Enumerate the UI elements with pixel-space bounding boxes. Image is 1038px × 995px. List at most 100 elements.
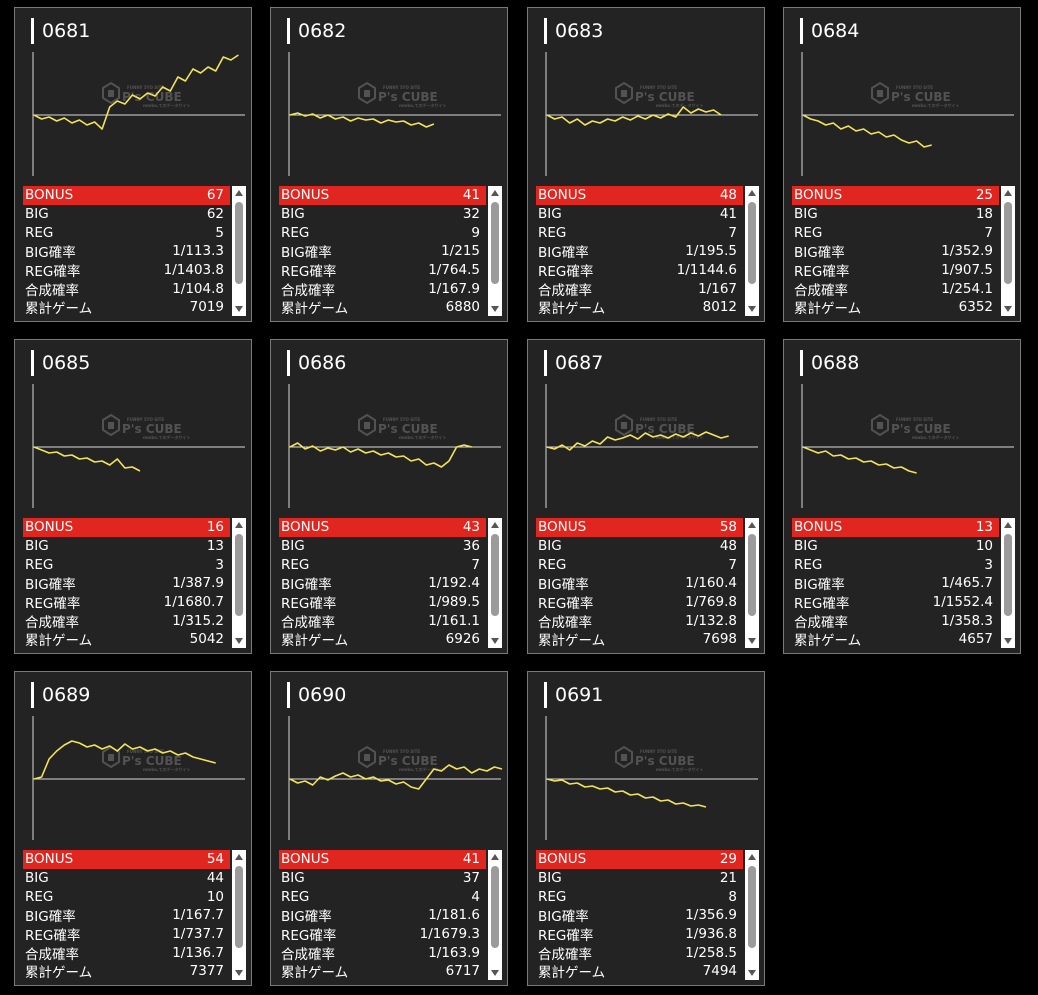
stat-value: 1/387.9 <box>172 575 224 592</box>
machine-card[interactable]: 0685 FUNNY 5TO SITE P's CUBE mmbo.てのデータサイト B… <box>14 339 252 654</box>
scroll-up-arrow-icon[interactable] <box>235 522 243 528</box>
stat-label: BIG <box>538 538 562 555</box>
scroll-down-arrow-icon[interactable] <box>235 638 243 644</box>
stat-label: REG <box>25 556 54 573</box>
total-rate-row: 合成確率 1/167.9 <box>279 279 486 299</box>
reg-row: REG 5 <box>23 223 230 242</box>
scroll-up-arrow-icon[interactable] <box>748 854 756 860</box>
scroll-thumb[interactable] <box>491 534 499 616</box>
scroll-down-arrow-icon[interactable] <box>748 970 756 976</box>
scroll-thumb[interactable] <box>235 866 243 948</box>
scroll-down-arrow-icon[interactable] <box>748 638 756 644</box>
scroll-thumb[interactable] <box>748 534 756 616</box>
stats-scrollbar[interactable] <box>1001 186 1015 316</box>
scroll-thumb[interactable] <box>235 534 243 616</box>
big-row: BIG 36 <box>279 537 486 556</box>
scroll-thumb[interactable] <box>748 866 756 948</box>
scroll-up-arrow-icon[interactable] <box>235 854 243 860</box>
stat-value: 1/167.7 <box>172 907 224 924</box>
logo-tagline: FUNNY 5TO SITE <box>127 417 164 422</box>
stats-scrollbar[interactable] <box>488 850 502 980</box>
slump-line <box>802 446 917 474</box>
stats-table: BONUS 16 BIG 13 REG 3 BIG確率 1/387.9 REG確率 1/1680.… <box>23 518 230 649</box>
machine-card[interactable]: 0684 FUNNY 5TO SITE P's CUBE mmbo.てのデータサイト B… <box>783 7 1021 322</box>
scroll-down-arrow-icon[interactable] <box>491 638 499 644</box>
stat-label: BIG <box>281 538 305 555</box>
machine-card[interactable]: 0686 FUNNY 5TO SITE P's CUBE mmbo.てのデータサイト B… <box>270 339 508 654</box>
slump-line <box>802 114 932 148</box>
machine-card[interactable]: 0683 FUNNY 5TO SITE P's CUBE mmbo.てのデータサイト B… <box>527 7 765 322</box>
stat-label: BIG <box>794 538 818 555</box>
scroll-up-arrow-icon[interactable] <box>1004 522 1012 528</box>
big-row: BIG 13 <box>23 537 230 556</box>
stat-value: 48 <box>719 187 737 204</box>
machine-card[interactable]: 0688 FUNNY 5TO SITE P's CUBE mmbo.てのデータサイト B… <box>783 339 1021 654</box>
stat-label: BONUS <box>538 851 587 868</box>
scroll-up-arrow-icon[interactable] <box>491 854 499 860</box>
stat-label: BIG <box>25 206 49 223</box>
machine-card[interactable]: 0690 FUNNY 5TO SITE P's CUBE mmbo.てのデータサイト B… <box>270 671 508 986</box>
scroll-thumb[interactable] <box>235 202 243 284</box>
machine-card[interactable]: 0687 FUNNY 5TO SITE P's CUBE mmbo.てのデータサイト B… <box>527 339 765 654</box>
reg-rate-row: REG確率 1/769.8 <box>536 593 743 612</box>
stat-label: BIG <box>281 206 305 223</box>
stats-scrollbar[interactable] <box>488 518 502 648</box>
stat-value: 1/737.7 <box>172 926 224 943</box>
scroll-down-arrow-icon[interactable] <box>235 306 243 312</box>
scroll-down-arrow-icon[interactable] <box>235 970 243 976</box>
scroll-thumb[interactable] <box>1004 202 1012 284</box>
stat-label: REG <box>794 556 823 573</box>
big-rate-row: BIG確率 1/167.7 <box>23 906 230 925</box>
machine-card[interactable]: 0691 FUNNY 5TO SITE P's CUBE mmbo.てのデータサイト B… <box>527 671 765 986</box>
scroll-thumb[interactable] <box>491 202 499 284</box>
scroll-up-arrow-icon[interactable] <box>1004 190 1012 196</box>
stat-value: 1/161.1 <box>428 612 480 629</box>
scroll-down-arrow-icon[interactable] <box>1004 638 1012 644</box>
scroll-up-arrow-icon[interactable] <box>748 190 756 196</box>
total-rate-row: 合成確率 1/163.9 <box>279 943 486 963</box>
big-row: BIG 18 <box>792 205 999 224</box>
scroll-up-arrow-icon[interactable] <box>235 190 243 196</box>
scroll-up-arrow-icon[interactable] <box>491 522 499 528</box>
total-rate-row: 合成確率 1/104.8 <box>23 279 230 299</box>
total-rate-row: 合成確率 1/167 <box>536 279 743 299</box>
machine-card[interactable]: 0681 FUNNY 5TO SITE P's CUBE mmbo.てのデータサイト B… <box>14 7 252 322</box>
machine-card[interactable]: 0682 FUNNY 5TO SITE P's CUBE mmbo.てのデータサイト B… <box>270 7 508 322</box>
stat-label: 累計ゲーム <box>25 633 93 650</box>
stat-value: 1/1403.8 <box>163 262 224 279</box>
scroll-up-arrow-icon[interactable] <box>748 522 756 528</box>
stats-scrollbar[interactable] <box>745 850 759 980</box>
scroll-thumb[interactable] <box>491 866 499 948</box>
stat-value: 32 <box>462 206 480 223</box>
stats-scrollbar[interactable] <box>745 518 759 648</box>
stat-label: REG <box>794 224 823 241</box>
stats-scrollbar[interactable] <box>745 186 759 316</box>
games-row: 累計ゲーム 6926 <box>279 630 486 649</box>
stats-scrollbar[interactable] <box>1001 518 1015 648</box>
stat-label: REG確率 <box>281 928 337 945</box>
scroll-thumb[interactable] <box>1004 534 1012 616</box>
scroll-down-arrow-icon[interactable] <box>748 306 756 312</box>
stats-scrollbar[interactable] <box>232 518 246 648</box>
stats-scrollbar[interactable] <box>488 186 502 316</box>
bonus-row: BONUS 25 <box>792 186 999 205</box>
stats-scrollbar[interactable] <box>232 850 246 980</box>
scroll-down-arrow-icon[interactable] <box>491 970 499 976</box>
scroll-down-arrow-icon[interactable] <box>1004 306 1012 312</box>
logo-text: P's CUBE <box>378 754 438 768</box>
logo-tagline: FUNNY 5TO SITE <box>640 749 677 754</box>
stat-label: 合成確率 <box>281 282 335 299</box>
scroll-down-arrow-icon[interactable] <box>491 306 499 312</box>
stats-scrollbar[interactable] <box>232 186 246 316</box>
scroll-thumb[interactable] <box>748 202 756 284</box>
machine-card[interactable]: 0689 FUNNY 5TO SITE P's CUBE mmbo.てのデータサイト B… <box>14 671 252 986</box>
reg-rate-row: REG確率 1/1680.7 <box>23 593 230 612</box>
bonus-row: BONUS 48 <box>536 186 743 205</box>
stat-value: 1/356.9 <box>685 907 737 924</box>
stat-label: 合成確率 <box>25 614 79 631</box>
scroll-up-arrow-icon[interactable] <box>491 190 499 196</box>
